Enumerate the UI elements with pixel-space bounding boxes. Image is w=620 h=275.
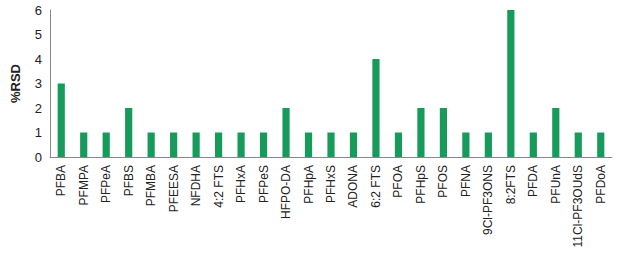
svg-text:PFBA: PFBA [54, 165, 68, 196]
svg-text:2: 2 [35, 101, 42, 116]
svg-text:PFBS: PFBS [122, 165, 136, 196]
svg-text:PFPeA: PFPeA [99, 165, 113, 203]
svg-text:PFUnA: PFUnA [549, 165, 563, 204]
svg-text:PFHxS: PFHxS [324, 165, 338, 203]
svg-text:PFDA: PFDA [526, 165, 540, 197]
svg-text:PFHpA: PFHpA [302, 165, 316, 204]
svg-text:PFOA: PFOA [391, 165, 405, 198]
svg-text:5: 5 [35, 27, 42, 42]
svg-text:ADONA: ADONA [346, 165, 360, 208]
svg-text:PFMBA: PFMBA [144, 165, 158, 206]
svg-text:0: 0 [35, 150, 42, 165]
svg-text:4:2 FTS: 4:2 FTS [212, 165, 226, 208]
svg-text:4: 4 [35, 52, 42, 67]
svg-text:9Cl-PF3ONS: 9Cl-PF3ONS [481, 165, 495, 235]
svg-text:1: 1 [35, 125, 42, 140]
svg-text:6: 6 [35, 3, 42, 18]
svg-text:PFOS: PFOS [436, 165, 450, 198]
svg-text:PFHpS: PFHpS [414, 165, 428, 204]
svg-text:8:2FTS: 8:2FTS [504, 165, 518, 204]
svg-text:%RSD: %RSD [8, 64, 23, 103]
svg-text:PFPeS: PFPeS [257, 165, 271, 203]
svg-text:3: 3 [35, 76, 42, 91]
svg-text:PFNA: PFNA [459, 165, 473, 197]
svg-text:PFMPA: PFMPA [77, 165, 91, 205]
svg-text:PFHxA: PFHxA [234, 165, 248, 203]
svg-text:HFPO-DA: HFPO-DA [279, 165, 293, 219]
svg-text:NFDHA: NFDHA [189, 165, 203, 206]
svg-text:11Cl-PF3OUdS: 11Cl-PF3OUdS [571, 165, 585, 247]
svg-text:6:2 FTS: 6:2 FTS [369, 165, 383, 208]
svg-text:PFDoA: PFDoA [594, 165, 608, 204]
svg-text:PFEESA: PFEESA [167, 165, 181, 212]
